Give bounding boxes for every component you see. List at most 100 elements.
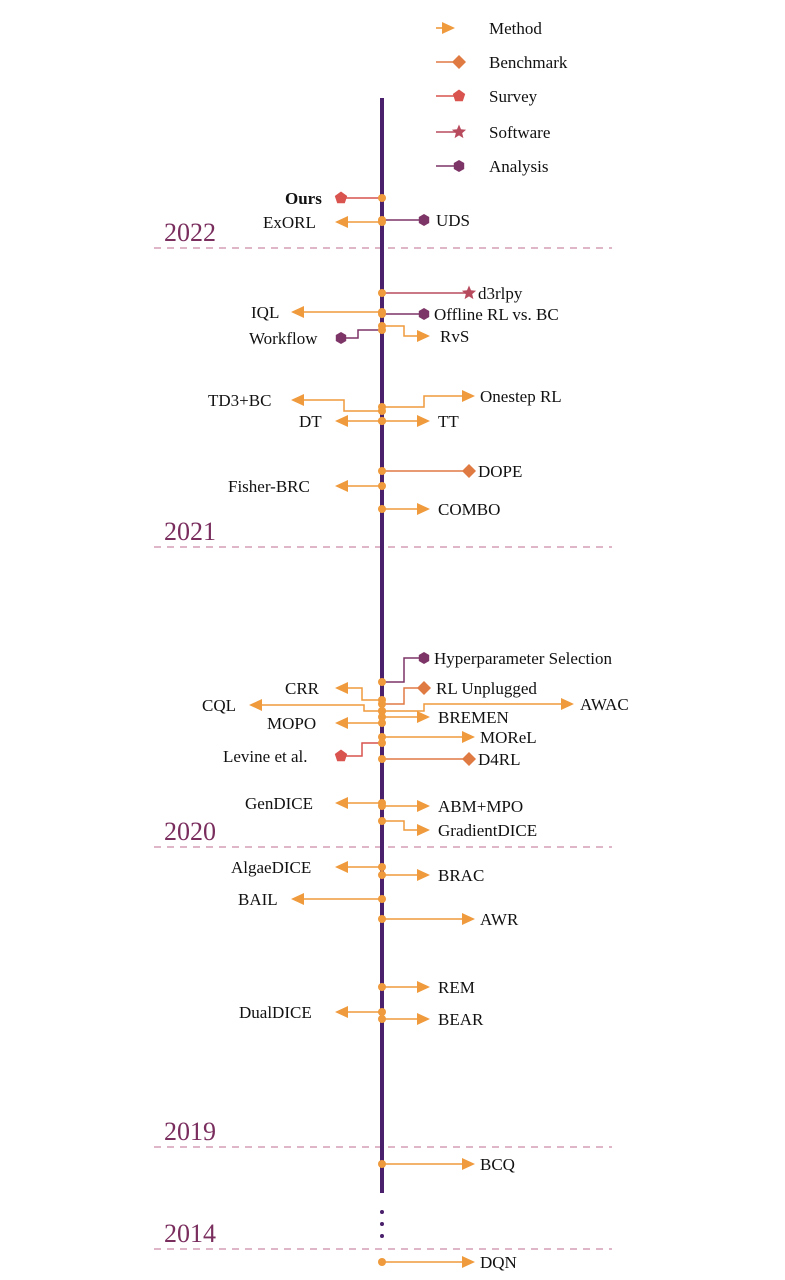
entry-label: Offline RL vs. BC (434, 305, 559, 324)
timeline-dot (378, 216, 386, 224)
timeline-dot (378, 467, 386, 475)
method-marker-icon (335, 861, 348, 873)
timeline-dot (378, 915, 386, 923)
analysis-marker-icon (418, 308, 430, 320)
method-marker-icon (291, 306, 304, 318)
entry-offline-rl-vs-bc: Offline RL vs. BC (378, 305, 559, 324)
entry-label: Fisher-BRC (228, 477, 310, 496)
timeline-dot (378, 983, 386, 991)
connector-line (382, 395, 464, 408)
entry-morel: MOReL (378, 728, 537, 747)
timeline-dot (378, 417, 386, 425)
hexagon-icon (453, 160, 465, 172)
year-label-2021: 2021 (164, 517, 216, 546)
timeline-dot (378, 755, 386, 763)
entry-rl-unplugged: RL Unplugged (378, 679, 537, 708)
ellipsis-dot (380, 1234, 384, 1238)
entry-label: IQL (251, 303, 279, 322)
method-marker-icon (417, 800, 430, 812)
entry-crr: CRR (285, 679, 386, 704)
year-label-2014: 2014 (164, 1219, 216, 1248)
entry-label: DQN (480, 1253, 517, 1272)
survey-marker-icon (334, 749, 348, 762)
legend-label: Benchmark (489, 53, 568, 72)
entry-label: TT (438, 412, 459, 431)
method-marker-icon (335, 1006, 348, 1018)
entry-tt: TT (378, 412, 459, 431)
entry-label: AWR (480, 910, 519, 929)
timeline-dot (378, 403, 386, 411)
entry-label: GenDICE (245, 794, 313, 813)
timeline-dot (378, 310, 386, 318)
entry-label: d3rlpy (478, 284, 523, 303)
entry-label: DOPE (478, 462, 522, 481)
entry-cql: CQL (202, 696, 386, 715)
entry-td3-bc: TD3+BC (208, 391, 386, 415)
timeline-dot (378, 678, 386, 686)
timeline-dot (378, 871, 386, 879)
timeline-dot (378, 733, 386, 741)
method-marker-icon (291, 893, 304, 905)
legend-label: Method (489, 19, 542, 38)
year-label-2020: 2020 (164, 817, 216, 846)
entry-algaedice: AlgaeDICE (231, 858, 386, 877)
timeline-dot (378, 863, 386, 871)
entry-label: Ours (285, 189, 322, 208)
connector-line (346, 687, 382, 701)
legend-item-benchmark: Benchmark (436, 53, 568, 72)
connector-line (382, 325, 419, 337)
method-marker-icon (335, 216, 348, 228)
method-marker-icon (335, 415, 348, 427)
entry-ours: Ours (285, 189, 386, 208)
entry-label: BEAR (438, 1010, 484, 1029)
method-marker-icon (335, 717, 348, 729)
entry-bear: BEAR (378, 1010, 484, 1029)
timeline-entries: Ours ExORL UDS d3rlpy IQL Offline RL vs. BC Wo… (202, 189, 629, 1272)
legend-label: Software (489, 123, 550, 142)
entry-label: Hyperparameter Selection (434, 649, 612, 668)
entry-label: Levine et al. (223, 747, 308, 766)
entry-d3rlpy: d3rlpy (378, 284, 523, 303)
entry-label: GradientDICE (438, 821, 537, 840)
entry-label: Workflow (249, 329, 318, 348)
entry-onestep-rl: Onestep RL (378, 387, 562, 411)
timeline-dot (378, 817, 386, 825)
connector-line (382, 687, 424, 705)
connector-line (341, 742, 382, 757)
benchmark-marker-icon (417, 681, 431, 695)
method-marker-icon (335, 797, 348, 809)
connector-line (382, 820, 419, 831)
entry-iql: IQL (251, 303, 386, 322)
connector-line (382, 657, 424, 683)
ellipsis-dot (380, 1222, 384, 1226)
connector-line (382, 703, 563, 712)
timeline-dot (378, 1008, 386, 1016)
method-marker-icon (417, 981, 430, 993)
entry-dope: DOPE (378, 462, 522, 481)
entry-levine-et-al: Levine et al. (223, 739, 386, 766)
entry-bail: BAIL (238, 890, 386, 909)
method-marker-icon (417, 1013, 430, 1025)
entry-label: DualDICE (239, 1003, 312, 1022)
entry-label: REM (438, 978, 475, 997)
timeline-dot (378, 700, 386, 708)
legend-item-analysis: Analysis (436, 157, 549, 176)
timeline-dot (378, 1258, 386, 1266)
entry-dqn: DQN (378, 1253, 517, 1272)
entry-label: COMBO (438, 500, 500, 519)
timeline-dot (378, 1015, 386, 1023)
legend-label: Analysis (489, 157, 549, 176)
method-marker-icon (462, 1158, 475, 1170)
entry-label: AlgaeDICE (231, 858, 311, 877)
timeline-dot (378, 719, 386, 727)
timeline-dot (378, 802, 386, 810)
entry-rvs: RvS (378, 322, 469, 346)
entry-hyperparameter-selection: Hyperparameter Selection (378, 649, 612, 686)
entry-label: CRR (285, 679, 320, 698)
entry-label: D4RL (478, 750, 521, 769)
benchmark-marker-icon (462, 464, 476, 478)
software-marker-icon (461, 285, 477, 300)
method-marker-icon (417, 415, 430, 427)
method-marker-icon (335, 682, 348, 694)
star-icon (451, 124, 467, 139)
